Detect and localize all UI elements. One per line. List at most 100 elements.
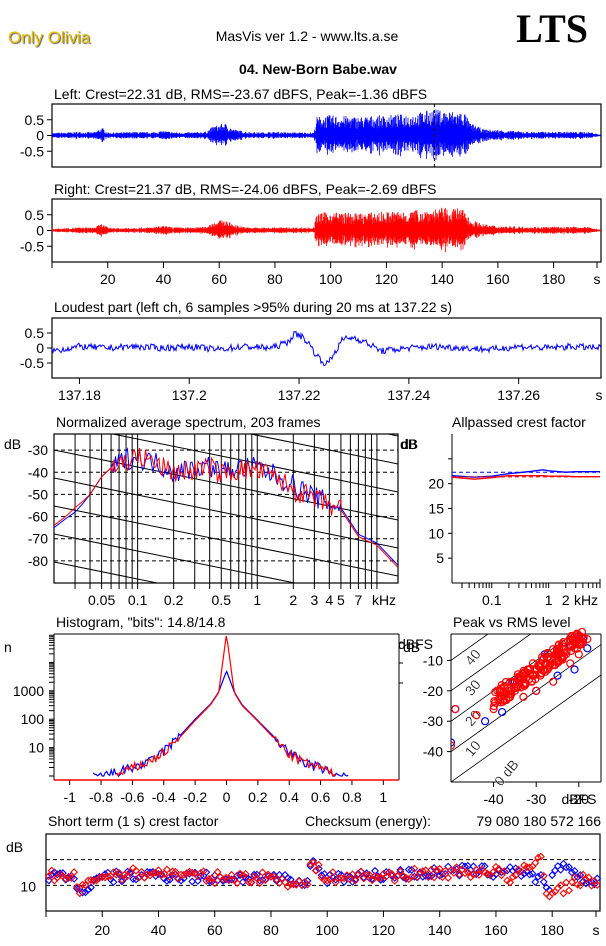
short-term-crest-point-left <box>455 871 464 880</box>
left-waveform-title: Left: Crest=22.31 dB, RMS=-23.67 dBFS, P… <box>54 86 427 102</box>
short-term-crest-point-right <box>306 860 315 869</box>
peak-vs-rms-crest-line <box>451 634 489 661</box>
loudest-part-frame <box>51 317 602 379</box>
spectrum-ylabel: dB <box>4 436 21 452</box>
short-term-crest-point-right <box>196 869 205 877</box>
spectrum-slope-line <box>54 449 398 521</box>
short-term-crest-xtick-label: 80 <box>263 922 279 938</box>
short-term-crest-xtick-label: 140 <box>428 922 452 938</box>
short-term-crest-point-right <box>534 853 543 862</box>
short-term-crest-point-left <box>511 864 520 873</box>
peak-vs-rms-point-right <box>542 653 552 663</box>
short-term-crest-point-right <box>548 889 557 898</box>
spectrum-ytick-label: -30 <box>28 442 48 458</box>
peak-vs-rms-point-right <box>532 686 541 695</box>
allpassed-crest-xtick-label: 2 <box>562 592 570 608</box>
short-term-crest-point-right <box>137 867 146 876</box>
peak-vs-rms-crest-label: 20 <box>462 707 484 729</box>
short-term-crest-point-right <box>188 868 197 877</box>
short-term-crest-point-left <box>241 873 250 882</box>
short-term-crest-point-right <box>514 865 523 874</box>
short-term-crest-point-left <box>483 870 492 879</box>
short-term-crest-point-left <box>399 873 408 882</box>
short-term-crest-point-right <box>491 862 500 871</box>
short-term-crest-point-right <box>227 870 236 879</box>
short-term-crest-point-right <box>570 873 579 882</box>
peak-vs-rms-point-left <box>553 671 562 680</box>
short-term-crest-point-right <box>399 871 408 880</box>
short-term-crest-point-right <box>44 872 53 881</box>
short-term-crest-point-left <box>317 871 326 880</box>
short-term-crest-point-right <box>387 870 396 879</box>
peak-vs-rms-crest-line <box>451 634 532 692</box>
right-waveform-xtick-label: 140 <box>430 271 454 287</box>
short-term-crest-point-right <box>480 868 489 877</box>
short-term-crest-point-right <box>461 869 469 878</box>
peak-vs-rms-point-right <box>566 659 575 668</box>
short-term-crest-point-right <box>157 871 166 880</box>
right-waveform-xtick-label: 180 <box>542 271 566 287</box>
short-term-crest-point-right <box>165 872 174 881</box>
short-term-crest-point-right <box>573 880 582 889</box>
spectrum-slope-line <box>54 674 398 744</box>
allpassed-crest-series-right <box>451 475 600 480</box>
short-term-crest-point-right <box>244 878 253 887</box>
short-term-crest-checksum-label: Checksum (energy): <box>305 813 431 829</box>
spectrum-slope-line <box>54 310 398 380</box>
short-term-crest-point-right <box>517 867 526 876</box>
right-waveform-title: Right: Crest=21.37 dB, RMS=-24.06 dBFS, … <box>54 181 436 197</box>
short-term-crest-point-right <box>199 867 208 876</box>
loudest-part-title: Loudest part (left ch, 6 samples >95% du… <box>54 299 452 315</box>
short-term-crest-frame <box>45 833 601 912</box>
peak-vs-rms-point-right <box>509 683 519 692</box>
short-term-crest-checksum-value: 79 080 180 572 166 <box>476 813 601 829</box>
peak-vs-rms-point-right <box>531 670 540 679</box>
short-term-crest-point-right <box>123 872 132 881</box>
spectrum-slope-line <box>110 434 398 493</box>
peak-vs-rms-ytick-label: -30 <box>423 713 443 729</box>
short-term-crest-point-right <box>371 872 380 881</box>
histogram-xtick-label: -0.6 <box>120 789 144 805</box>
peak-vs-rms-point-right <box>493 686 502 695</box>
short-term-crest-point-right <box>303 880 312 889</box>
peak-vs-rms-point-right <box>569 636 579 646</box>
histogram-ytick-label: 10 <box>28 740 44 756</box>
short-term-crest-xtick-label: 100 <box>316 922 340 938</box>
loudest-part-xunit: s <box>596 387 603 403</box>
short-term-crest-point-right <box>452 863 461 872</box>
short-term-crest-xtick-label: 40 <box>151 922 167 938</box>
short-term-crest-point-right <box>506 878 514 887</box>
peak-vs-rms-crest-line <box>451 644 601 753</box>
short-term-crest-point-right <box>281 878 290 887</box>
short-term-crest-point-right <box>154 866 163 875</box>
short-term-crest-xtick-label: 180 <box>541 922 565 938</box>
peak-vs-rms-point-right <box>559 637 568 647</box>
spectrum-ytick-label: -60 <box>28 509 48 525</box>
peak-vs-rms-point-right <box>553 658 562 667</box>
spectrum-slope-line <box>248 434 398 465</box>
peak-vs-rms-point-right <box>549 677 558 686</box>
short-term-crest-point-right <box>579 870 588 879</box>
short-term-crest-point-left <box>424 871 433 880</box>
short-term-crest-xtick-label: 20 <box>94 922 110 938</box>
peak-vs-rms-point-right <box>500 690 509 699</box>
short-term-crest-point-left <box>556 865 565 874</box>
spectrum-slope-line <box>54 142 398 212</box>
spectrum-ytick-label: -70 <box>28 531 48 547</box>
short-term-crest-point-left <box>531 878 540 886</box>
spectrum-series-right <box>53 448 398 568</box>
spectrum-ytick-label: -50 <box>28 486 48 502</box>
peak-vs-rms-point-right <box>520 667 530 677</box>
short-term-crest-xtick-label: 60 <box>207 922 223 938</box>
histogram-xtick-label: 0.6 <box>311 789 331 805</box>
short-term-crest-point-right <box>67 874 76 883</box>
loudest-part-xtick-label: 137.24 <box>387 387 430 403</box>
short-term-crest-point-right <box>72 882 81 891</box>
histogram-xtick-label: 0.4 <box>279 789 299 805</box>
short-term-crest-point-right <box>326 875 335 884</box>
short-term-crest-point-left <box>109 878 118 887</box>
short-term-crest-point-right <box>508 872 517 881</box>
peak-vs-rms-point-right <box>567 646 576 656</box>
short-term-crest-point-left <box>570 866 579 875</box>
spectrum-frame <box>53 433 399 584</box>
